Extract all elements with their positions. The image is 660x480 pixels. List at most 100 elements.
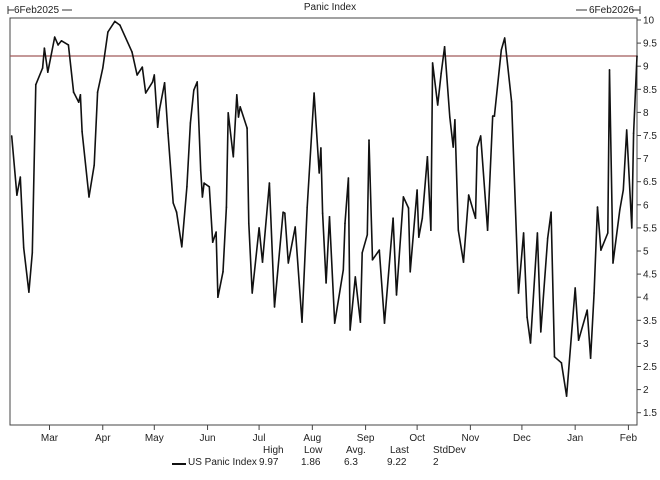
x-tick-label: Feb: [620, 433, 638, 444]
stat-value-low: 1.86: [301, 457, 321, 468]
y-tick-label: 5.5: [643, 223, 657, 234]
data-point: [113, 20, 116, 23]
data-point: [636, 55, 638, 57]
data-point: [536, 232, 539, 234]
data-point: [409, 270, 412, 273]
y-tick-label: 8.5: [643, 85, 657, 96]
data-point: [619, 209, 621, 211]
data-point: [211, 241, 214, 244]
stat-value-avg: 6.3: [344, 457, 358, 468]
data-point: [60, 39, 63, 42]
data-point: [136, 74, 138, 76]
data-point: [215, 231, 217, 233]
data-point: [440, 72, 442, 74]
data-point: [96, 91, 99, 93]
data-point: [560, 362, 563, 364]
data-point: [574, 287, 576, 289]
data-point: [407, 207, 410, 209]
data-point: [167, 132, 169, 134]
data-point: [201, 196, 204, 198]
data-point: [421, 217, 424, 219]
data-point: [318, 172, 321, 174]
data-point: [431, 62, 434, 64]
y-tick-label: 7.5: [643, 131, 657, 142]
data-point: [284, 212, 286, 214]
data-point: [366, 234, 369, 236]
data-point: [354, 276, 357, 278]
data-point: [349, 329, 351, 331]
data-point: [199, 169, 202, 171]
y-tick-label: 1.5: [643, 408, 657, 419]
data-point: [43, 47, 46, 49]
x-tick-label: May: [145, 433, 164, 444]
data-point: [34, 83, 37, 86]
y-tick-label: 3.5: [643, 316, 657, 327]
data-point: [467, 194, 470, 196]
data-point: [622, 189, 625, 191]
data-point: [371, 258, 374, 261]
y-tick-label: 7: [643, 154, 649, 165]
y-tick-label: 6: [643, 200, 649, 211]
data-point: [196, 81, 199, 83]
data-point: [232, 155, 235, 158]
data-point: [430, 229, 432, 232]
data-point: [175, 211, 178, 213]
data-point: [19, 176, 22, 178]
stat-value-stddev: 2: [433, 457, 439, 468]
stat-value-last: 9.22: [387, 457, 407, 468]
y-tick-label: 3: [643, 339, 649, 350]
y-tick-label: 9: [643, 62, 649, 73]
y-tick-label: 6.5: [643, 177, 657, 188]
data-point: [141, 66, 144, 68]
data-point: [586, 309, 588, 311]
data-point: [131, 51, 133, 53]
data-point: [273, 306, 276, 308]
data-point: [600, 249, 602, 251]
data-point: [16, 194, 18, 196]
data-point: [395, 294, 398, 296]
y-tick-label: 10: [643, 16, 655, 27]
data-point: [225, 206, 228, 208]
chart-title: Panic Index: [303, 2, 357, 13]
data-point: [479, 135, 482, 137]
data-point: [359, 321, 362, 323]
data-point: [158, 109, 161, 111]
data-point: [222, 270, 224, 273]
data-point: [553, 355, 556, 358]
y-tick-label: 4: [643, 293, 649, 304]
data-point: [493, 115, 496, 117]
legend-line-swatch: [172, 463, 186, 465]
data-point: [328, 216, 331, 218]
data-point: [436, 104, 439, 106]
legend-series-label: US Panic Index: [188, 457, 257, 468]
data-point: [452, 146, 454, 148]
data-point: [53, 36, 56, 38]
x-tick-label: Nov: [461, 433, 479, 444]
y-tick-label: 2.5: [643, 362, 657, 373]
data-point: [172, 202, 174, 204]
data-point: [217, 296, 219, 299]
data-point: [510, 100, 513, 103]
data-point: [392, 217, 394, 219]
data-point: [72, 91, 75, 93]
x-tick-label: Dec: [513, 433, 531, 444]
data-point: [247, 222, 250, 225]
data-point: [443, 45, 446, 48]
data-point: [203, 182, 205, 184]
data-point: [368, 139, 370, 141]
data-point: [163, 82, 166, 84]
data-point: [522, 232, 525, 234]
data-point: [378, 249, 381, 251]
data-point: [107, 31, 109, 33]
stat-header-high: High: [263, 445, 284, 456]
data-point: [474, 217, 477, 219]
data-point: [347, 177, 350, 179]
data-point: [529, 342, 532, 344]
data-point: [144, 92, 147, 94]
data-point: [344, 222, 346, 225]
data-point: [46, 71, 49, 74]
x-tick-label: Jul: [253, 433, 266, 444]
data-point: [235, 94, 238, 96]
